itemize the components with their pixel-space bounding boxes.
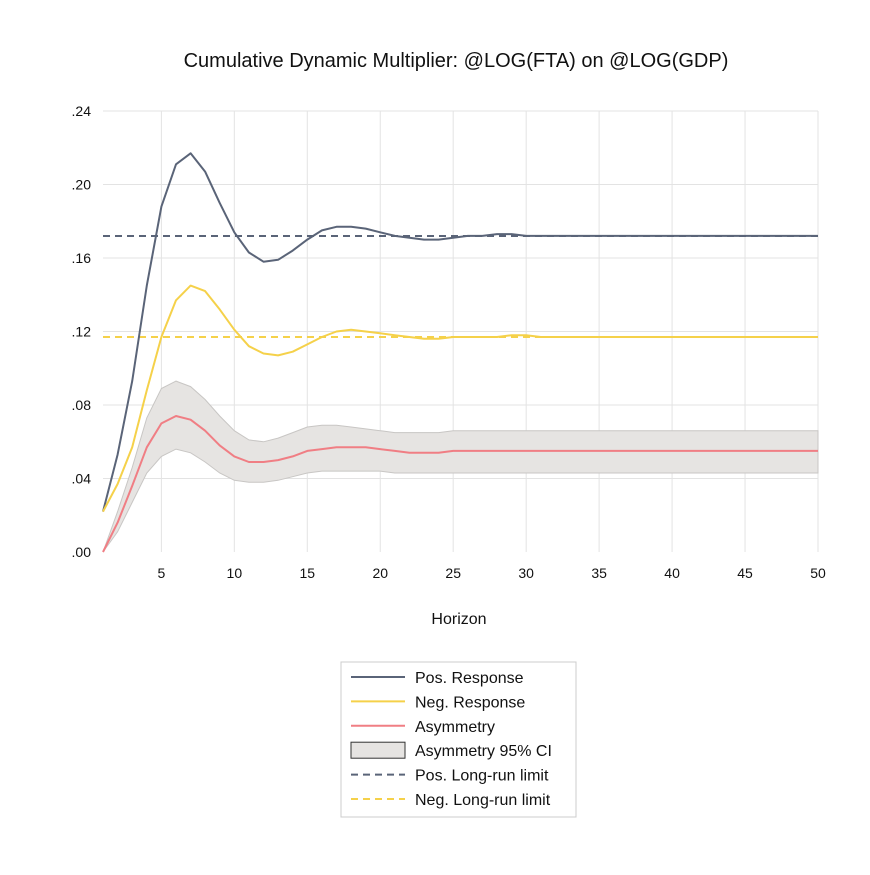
x-tick-label: 15 xyxy=(299,565,315,581)
y-axis-ticks: .00 .04 .08 .12 .16 .20 .24 xyxy=(72,103,92,560)
x-axis-label: Horizon xyxy=(431,611,486,628)
legend-label: Asymmetry 95% CI xyxy=(415,743,552,760)
long-run-limit-layer xyxy=(103,234,818,339)
legend-swatch xyxy=(350,741,406,759)
y-tick-label: .04 xyxy=(72,471,92,487)
legend-label: Pos. Long-run limit xyxy=(415,768,549,785)
legend-items: Pos. Response Neg. Response Asymmetry Asymm… xyxy=(350,670,552,809)
x-tick-label: 40 xyxy=(664,565,680,581)
y-tick-label: .16 xyxy=(72,250,92,266)
chart-legend: Pos. Response Neg. Response Asymmetry Asymm… xyxy=(340,661,577,818)
x-tick-label: 50 xyxy=(810,565,826,581)
grid-lines xyxy=(103,110,819,552)
legend-label: Pos. Response xyxy=(415,670,524,687)
chart-title: Cumulative Dynamic Multiplier: @LOG(FTA)… xyxy=(184,50,729,72)
x-tick-label: 45 xyxy=(737,565,753,581)
asymmetry-ci-band xyxy=(102,380,819,553)
y-tick-label: .00 xyxy=(72,544,92,560)
y-tick-label: .24 xyxy=(72,103,92,119)
x-tick-label: 25 xyxy=(445,565,461,581)
x-tick-label: 5 xyxy=(157,565,165,581)
legend-label: Neg. Response xyxy=(415,694,525,711)
series-line xyxy=(102,284,818,513)
confidence-band-layer xyxy=(102,380,819,553)
legend-label: Asymmetry xyxy=(415,719,495,736)
series-lines-layer xyxy=(102,152,818,553)
x-tick-label: 20 xyxy=(372,565,388,581)
x-tick-label: 10 xyxy=(227,565,243,581)
x-axis-ticks: 5 10 15 20 25 30 35 40 45 50 xyxy=(157,565,826,581)
y-tick-label: .20 xyxy=(72,177,92,193)
series-line xyxy=(102,152,818,512)
legend-frame xyxy=(340,661,577,818)
y-tick-label: .08 xyxy=(72,397,92,413)
x-tick-label: 30 xyxy=(518,565,534,581)
legend-label: Neg. Long-run limit xyxy=(415,792,551,809)
x-tick-label: 35 xyxy=(591,565,607,581)
y-tick-label: .12 xyxy=(72,324,92,340)
series-line xyxy=(102,415,818,553)
